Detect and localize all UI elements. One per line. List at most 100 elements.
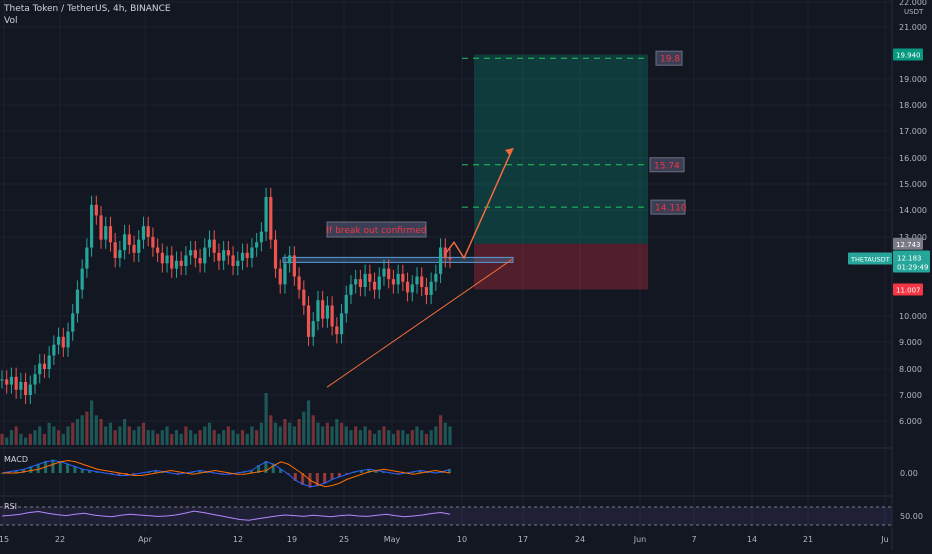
- volume-bar: [306, 400, 311, 445]
- rsi-tick: 50.00: [900, 512, 923, 521]
- candle-body: [273, 239, 278, 269]
- volume-bar: [316, 422, 320, 445]
- volume-bar: [387, 430, 391, 445]
- volume-bar: [137, 426, 141, 445]
- countdown-tag: 01:29:49: [897, 264, 928, 272]
- volume-bar: [344, 426, 348, 445]
- candle-body: [405, 281, 410, 293]
- volume-bar: [415, 426, 419, 445]
- candle-body: [80, 268, 84, 290]
- x-tick-label: 22: [55, 535, 65, 544]
- y-tick-label: 8.000: [899, 365, 922, 374]
- volume-bar: [448, 426, 452, 445]
- price-unit-label: USDT: [904, 8, 924, 16]
- candle-body: [306, 305, 311, 337]
- candle-body: [377, 276, 381, 290]
- current-price-tag: 12.183: [897, 255, 922, 263]
- candle-body: [198, 258, 202, 264]
- volume-bar: [443, 422, 447, 445]
- candle-body: [391, 279, 396, 285]
- volume-bar: [47, 422, 51, 445]
- candle-body: [14, 376, 18, 390]
- candle-body: [354, 279, 358, 285]
- volume-bar: [226, 426, 230, 445]
- candle-body: [179, 260, 183, 266]
- candle-body: [339, 313, 344, 335]
- candle-body: [151, 237, 155, 248]
- candle-body: [217, 252, 221, 261]
- x-tick-label: May: [384, 535, 401, 544]
- volume-bar: [401, 430, 405, 445]
- volume-bar: [405, 433, 410, 445]
- volume-bar: [297, 419, 301, 445]
- symbol-tag: THETAUSDT: [850, 256, 890, 264]
- volume-bar: [240, 430, 245, 445]
- volume-bar: [5, 437, 9, 445]
- x-tick-label: 25: [339, 535, 349, 544]
- stop-price-tag-bg: [893, 283, 923, 296]
- grid-lines: [0, 0, 892, 532]
- volume-bar: [354, 426, 358, 445]
- volume-bar: [132, 430, 136, 445]
- target-price-tag: 19.940: [896, 52, 921, 60]
- volume-bar: [283, 419, 287, 445]
- volume-bar: [99, 419, 103, 445]
- volume-bar: [292, 426, 296, 445]
- candle-body: [23, 382, 28, 395]
- candle-body: [170, 255, 174, 269]
- symbol-tag-bg: [848, 252, 892, 265]
- volume-bar: [193, 433, 197, 445]
- volume-bar: [429, 430, 433, 445]
- trendline: [326, 258, 513, 388]
- candle-body: [52, 344, 56, 356]
- candle-body: [104, 226, 108, 240]
- candle-body: [141, 226, 146, 240]
- entry-price-tag: 12.743: [896, 241, 921, 249]
- target-lines: [462, 57, 648, 208]
- candle-body: [368, 273, 372, 282]
- y-tick-label: 21.000: [899, 23, 927, 32]
- y-tick-label: 7.000: [899, 391, 922, 400]
- volume-bar: [330, 426, 334, 445]
- arrow-head: [505, 147, 514, 156]
- volume-bar: [42, 433, 47, 445]
- candle-body: [250, 247, 254, 259]
- volume-bar: [368, 430, 372, 445]
- macd-histogram-bar: [264, 461, 268, 473]
- candle-body: [212, 239, 216, 253]
- x-tick-label: 17: [518, 535, 528, 544]
- volume-bar: [377, 430, 381, 445]
- candle-body: [438, 247, 443, 274]
- macd-line: [1, 459, 451, 488]
- volume-bar: [269, 415, 273, 445]
- macd-histogram-bar: [448, 469, 451, 473]
- candle-body: [316, 300, 320, 322]
- volume-bar: [141, 422, 146, 445]
- macd-histogram-bar: [279, 469, 283, 473]
- volume-bar: [9, 430, 14, 445]
- volume-bar: [160, 430, 164, 445]
- macd-tick: 0.00: [900, 469, 918, 478]
- volume-bar: [19, 433, 23, 445]
- candle-body: [113, 242, 117, 259]
- candle-body: [61, 336, 65, 348]
- candle-body: [222, 250, 226, 261]
- candle-body: [137, 239, 141, 253]
- candle-body: [259, 231, 263, 243]
- candle-body: [325, 305, 329, 319]
- x-tick-label: 14: [747, 535, 757, 544]
- macd-histogram-bar: [374, 470, 378, 473]
- macd-histogram-bar: [95, 471, 99, 473]
- volume-label: Vol: [4, 16, 18, 26]
- candle-body: [269, 197, 273, 240]
- candle-body: [71, 313, 75, 332]
- volume-bar: [207, 422, 212, 445]
- volume-bar: [165, 426, 169, 445]
- volume-bar: [321, 426, 325, 445]
- candle-body: [283, 263, 287, 285]
- macd-histogram-bar: [227, 473, 231, 475]
- volume-bar: [255, 430, 259, 445]
- candle-body: [344, 294, 348, 314]
